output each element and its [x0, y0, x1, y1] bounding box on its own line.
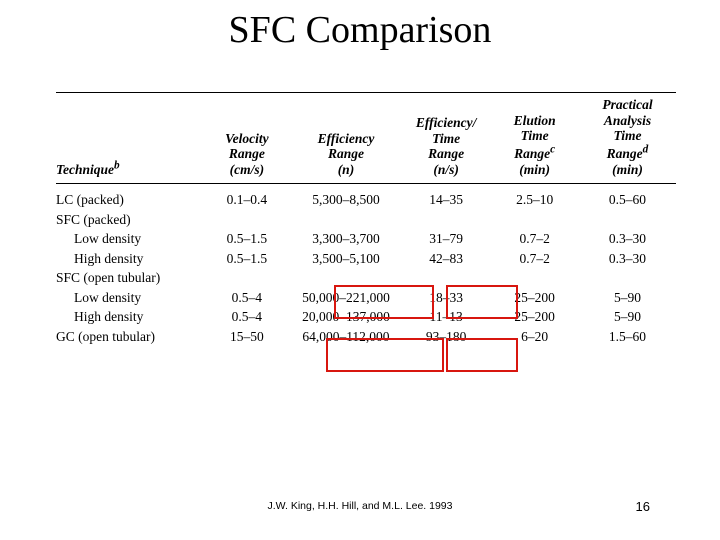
- cell: [402, 210, 491, 230]
- row-label: SFC (open tubular): [56, 268, 204, 288]
- col-practical: Practical Analysis Time Ranged (min): [579, 97, 676, 181]
- cell: [579, 268, 676, 288]
- cell: 0.7–2: [490, 229, 579, 249]
- comparison-table: Techniqueb Velocity Range (cm/s) Efficie…: [56, 92, 676, 346]
- table-header-row: Techniqueb Velocity Range (cm/s) Efficie…: [56, 97, 676, 181]
- cell: [402, 268, 491, 288]
- cell: 5–90: [579, 307, 676, 327]
- col-eff-time: Efficiency/ Time Range (n/s): [402, 97, 491, 181]
- table-row: LC (packed)0.1–0.45,300–8,50014–352.5–10…: [56, 190, 676, 210]
- cell: 0.5–4: [204, 307, 290, 327]
- table-row: High density0.5–420,000–137,00011–1325–2…: [56, 307, 676, 327]
- cell: 15–50: [204, 327, 290, 347]
- cell: [490, 268, 579, 288]
- table-row: SFC (packed): [56, 210, 676, 230]
- row-label: High density: [56, 249, 204, 269]
- cell: 25–200: [490, 288, 579, 308]
- cell: 18–33: [402, 288, 491, 308]
- cell: 0.5–4: [204, 288, 290, 308]
- cell: [204, 210, 290, 230]
- cell: 5–90: [579, 288, 676, 308]
- table-row: High density0.5–1.53,500–5,10042–830.7–2…: [56, 249, 676, 269]
- cell: 31–79: [402, 229, 491, 249]
- cell: 0.1–0.4: [204, 190, 290, 210]
- technique-header-text: Technique: [56, 162, 114, 177]
- data-table: Techniqueb Velocity Range (cm/s) Efficie…: [56, 97, 676, 181]
- col-elution: Elution Time Rangec (min): [490, 97, 579, 181]
- cell: 93–180: [402, 327, 491, 347]
- data-table-body: LC (packed)0.1–0.45,300–8,50014–352.5–10…: [56, 190, 676, 346]
- table-row: Low density0.5–1.53,300–3,70031–790.7–20…: [56, 229, 676, 249]
- table-row: GC (open tubular)15–5064,000–112,00093–1…: [56, 327, 676, 347]
- technique-header-sup: b: [114, 159, 120, 171]
- page-title: SFC Comparison: [0, 8, 720, 52]
- cell: 0.3–30: [579, 229, 676, 249]
- row-label: High density: [56, 307, 204, 327]
- table-rule-mid: [56, 183, 676, 184]
- col-velocity: Velocity Range (cm/s): [204, 97, 290, 181]
- citation-text: J.W. King, H.H. Hill, and M.L. Lee. 1993: [0, 500, 720, 512]
- cell: [490, 210, 579, 230]
- page-number: 16: [636, 499, 650, 514]
- cell: 3,300–3,700: [290, 229, 402, 249]
- cell: [290, 268, 402, 288]
- col-efficiency: Efficiency Range (n): [290, 97, 402, 181]
- cell: 14–35: [402, 190, 491, 210]
- row-label: LC (packed): [56, 190, 204, 210]
- cell: 2.5–10: [490, 190, 579, 210]
- cell: [579, 210, 676, 230]
- cell: 42–83: [402, 249, 491, 269]
- col-technique: Techniqueb: [56, 97, 204, 181]
- cell: 6–20: [490, 327, 579, 347]
- row-label: SFC (packed): [56, 210, 204, 230]
- slide: SFC Comparison Techniqueb Velocity Range…: [0, 0, 720, 540]
- cell: [204, 268, 290, 288]
- cell: 1.5–60: [579, 327, 676, 347]
- cell: 50,000–221,000: [290, 288, 402, 308]
- cell: 25–200: [490, 307, 579, 327]
- row-label: Low density: [56, 229, 204, 249]
- cell: 3,500–5,100: [290, 249, 402, 269]
- cell: 0.7–2: [490, 249, 579, 269]
- cell: 0.3–30: [579, 249, 676, 269]
- cell: 0.5–1.5: [204, 229, 290, 249]
- cell: 5,300–8,500: [290, 190, 402, 210]
- cell: 0.5–60: [579, 190, 676, 210]
- cell: [290, 210, 402, 230]
- table-row: SFC (open tubular): [56, 268, 676, 288]
- table-row: Low density0.5–450,000–221,00018–3325–20…: [56, 288, 676, 308]
- row-label: GC (open tubular): [56, 327, 204, 347]
- cell: 20,000–137,000: [290, 307, 402, 327]
- cell: 64,000–112,000: [290, 327, 402, 347]
- cell: 11–13: [402, 307, 491, 327]
- row-label: Low density: [56, 288, 204, 308]
- cell: 0.5–1.5: [204, 249, 290, 269]
- table-rule-top: [56, 92, 676, 93]
